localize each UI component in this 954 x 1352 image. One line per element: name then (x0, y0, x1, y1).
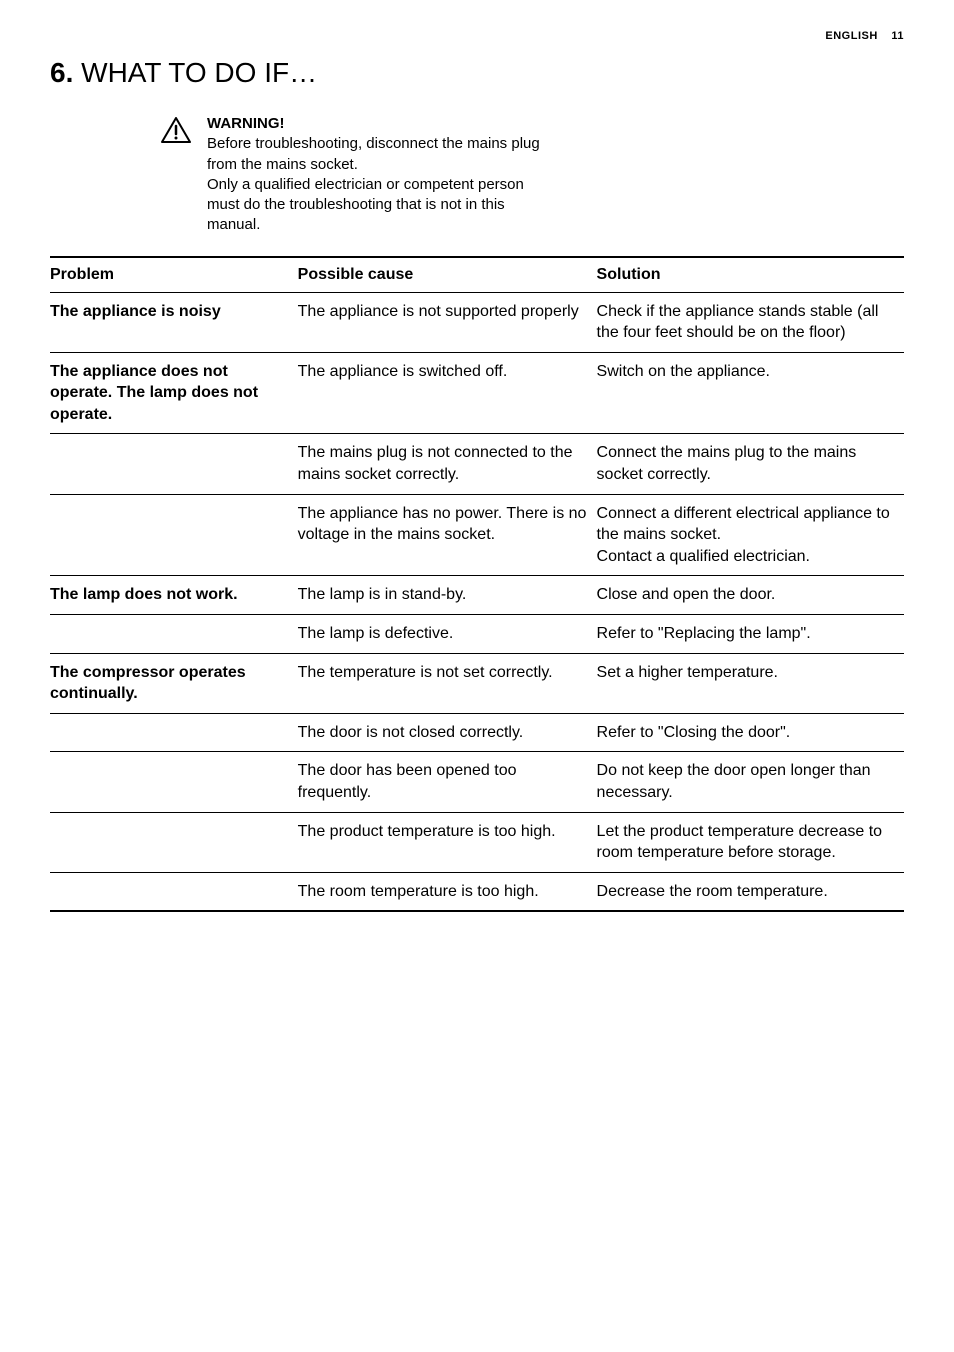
cell-problem: The appliance is noisy (50, 292, 298, 352)
header-cause: Possible cause (298, 257, 597, 293)
cell-solution: Let the product temperature decrease to … (597, 812, 904, 872)
cell-problem (50, 494, 298, 576)
cell-cause: The room temperature is too high. (298, 872, 597, 911)
cell-solution: Do not keep the door open longer than ne… (597, 752, 904, 812)
cell-solution: Refer to "Replacing the lamp". (597, 615, 904, 654)
table-row: The lamp is defective.Refer to "Replacin… (50, 615, 904, 654)
warning-body: Before troubleshooting, disconnect the m… (207, 135, 540, 233)
table-header-row: Problem Possible cause Solution (50, 257, 904, 293)
cell-cause: The door is not closed correctly. (298, 713, 597, 752)
cell-solution: Connect the mains plug to the mains sock… (597, 434, 904, 494)
cell-solution: Close and open the door. (597, 576, 904, 615)
cell-solution: Check if the appliance stands stable (al… (597, 292, 904, 352)
language-label: ENGLISH (825, 30, 877, 42)
cell-problem (50, 752, 298, 812)
cell-problem: The compressor operates continually. (50, 653, 298, 713)
section-title: 6. WHAT TO DO IF… (50, 57, 904, 89)
warning-text: WARNING! Before troubleshooting, disconn… (207, 114, 560, 236)
warning-block: WARNING! Before troubleshooting, disconn… (160, 114, 560, 236)
cell-cause: The product temperature is too high. (298, 812, 597, 872)
warning-icon (160, 116, 192, 236)
cell-cause: The appliance has no power. There is no … (298, 494, 597, 576)
section-title-text: WHAT TO DO IF… (81, 57, 317, 88)
cell-solution: Decrease the room temperature. (597, 872, 904, 911)
table-row: The lamp does not work.The lamp is in st… (50, 576, 904, 615)
table-row: The mains plug is not connected to the m… (50, 434, 904, 494)
troubleshoot-table: Problem Possible cause Solution The appl… (50, 256, 904, 913)
cell-cause: The temperature is not set correctly. (298, 653, 597, 713)
cell-problem (50, 615, 298, 654)
header-problem: Problem (50, 257, 298, 293)
cell-solution: Set a higher temperature. (597, 653, 904, 713)
section-number: 6. (50, 57, 73, 88)
page-header: ENGLISH 11 (50, 30, 904, 42)
cell-problem: The lamp does not work. (50, 576, 298, 615)
table-row: The compressor operates continually.The … (50, 653, 904, 713)
cell-solution: Connect a different electrical appliance… (597, 494, 904, 576)
cell-problem (50, 872, 298, 911)
cell-cause: The appliance is not supported properly (298, 292, 597, 352)
table-row: The appliance does not operate. The lamp… (50, 352, 904, 434)
cell-solution: Refer to "Closing the door". (597, 713, 904, 752)
table-row: The door is not closed correctly.Refer t… (50, 713, 904, 752)
cell-cause: The appliance is switched off. (298, 352, 597, 434)
cell-problem (50, 812, 298, 872)
cell-cause: The door has been opened too frequently. (298, 752, 597, 812)
table-row: The product temperature is too high.Let … (50, 812, 904, 872)
warning-label: WARNING! (207, 114, 560, 134)
cell-problem: The appliance does not operate. The lamp… (50, 352, 298, 434)
table-body: The appliance is noisyThe appliance is n… (50, 292, 904, 911)
cell-problem (50, 713, 298, 752)
cell-cause: The mains plug is not connected to the m… (298, 434, 597, 494)
table-row: The appliance is noisyThe appliance is n… (50, 292, 904, 352)
header-solution: Solution (597, 257, 904, 293)
cell-cause: The lamp is defective. (298, 615, 597, 654)
cell-problem (50, 434, 298, 494)
cell-solution: Switch on the appliance. (597, 352, 904, 434)
page-number: 11 (891, 30, 904, 42)
cell-cause: The lamp is in stand-by. (298, 576, 597, 615)
table-row: The door has been opened too frequently.… (50, 752, 904, 812)
table-row: The appliance has no power. There is no … (50, 494, 904, 576)
table-row: The room temperature is too high.Decreas… (50, 872, 904, 911)
